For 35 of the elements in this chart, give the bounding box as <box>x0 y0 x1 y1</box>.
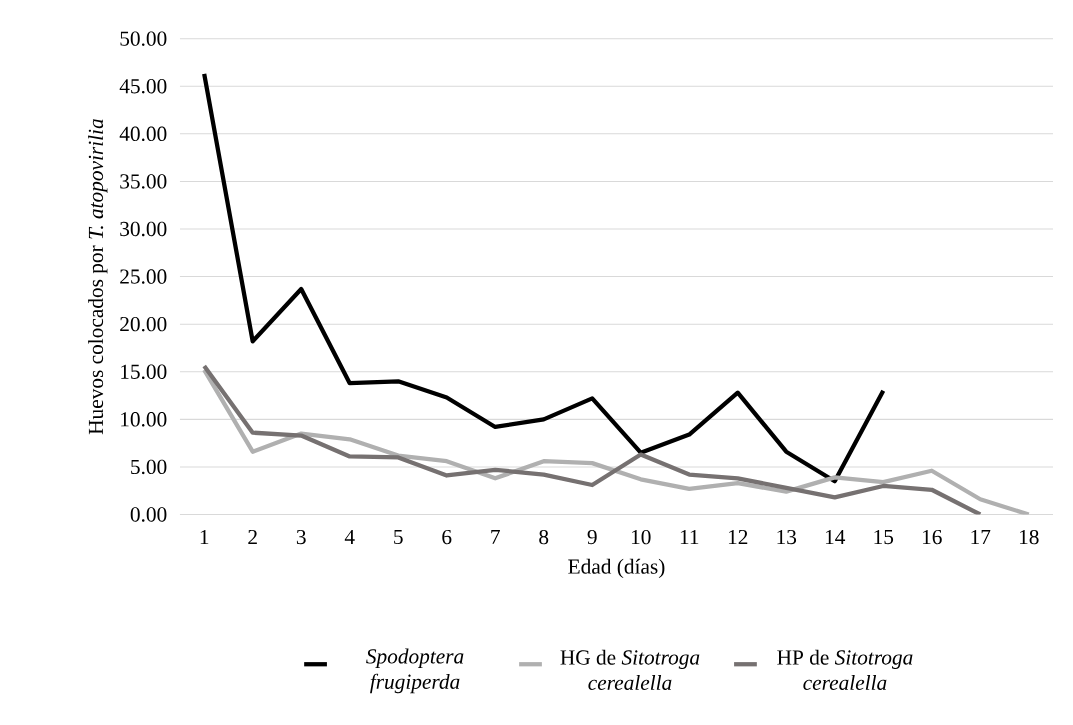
x-tick-label: 15 <box>874 529 894 545</box>
y-tick-label: 40.00 <box>119 126 167 142</box>
y-tick-label: 5.00 <box>131 459 167 475</box>
legend-label: Spodoptera frugiperda <box>366 648 464 694</box>
x-tick-label: 1 <box>200 529 209 544</box>
y-tick-label: 45.00 <box>119 78 167 94</box>
x-tick-label: 10 <box>631 529 651 545</box>
line-series <box>202 71 886 484</box>
x-tick-label: 16 <box>922 529 942 545</box>
y-tick-label: 20.00 <box>120 316 167 332</box>
x-tick-label: 6 <box>442 529 452 545</box>
x-tick-label: 3 <box>296 529 306 545</box>
x-axis-title: Edad (días) <box>568 558 665 579</box>
x-tick-label: 17 <box>971 529 991 544</box>
x-tick-label: 8 <box>539 529 549 545</box>
x-tick-label: 7 <box>491 529 500 544</box>
x-tick-label: 11 <box>680 529 699 544</box>
legend-label: HP de Sitotroga cerealella <box>777 649 913 690</box>
x-tick-label: 9 <box>587 529 597 545</box>
y-tick-label: 15.00 <box>121 364 167 379</box>
x-tick-label: 4 <box>344 529 355 544</box>
legend-label: HG de Sitotroga cerealella <box>560 649 700 690</box>
x-tick-label: 14 <box>825 529 846 544</box>
x-tick-label: 5 <box>394 529 403 545</box>
y-tick-label: 35.00 <box>120 174 167 189</box>
y-tick-label: 50.00 <box>120 31 167 46</box>
y-tick-label: 10.00 <box>121 412 167 427</box>
y-tick-label: 30.00 <box>120 221 167 237</box>
x-tick-label: 18 <box>1019 529 1039 545</box>
y-tick-label: 25.00 <box>120 269 167 284</box>
y-axis-title: Huevos colocados por T. atopovirilia <box>88 119 108 435</box>
y-tick-label: 0.00 <box>130 507 167 522</box>
x-tick-label: 12 <box>728 529 748 544</box>
x-tick-label: 2 <box>248 529 257 544</box>
x-tick-label: 13 <box>777 529 797 545</box>
